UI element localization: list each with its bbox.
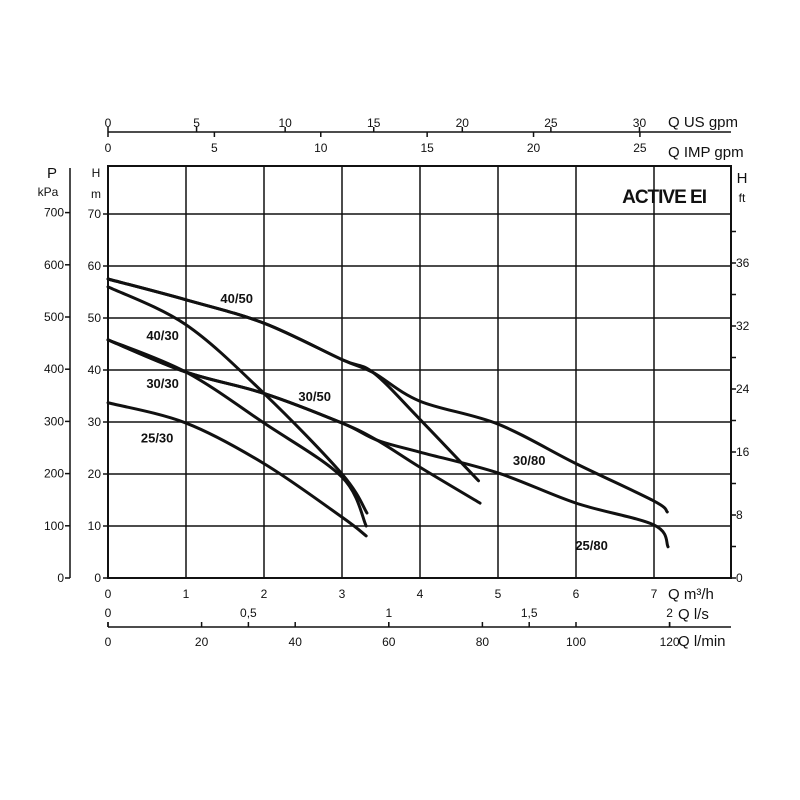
- curve-25-80: [106, 338, 670, 549]
- grid: [107, 165, 732, 579]
- curve-label: 30/50: [298, 389, 331, 404]
- us-gpm-tick-label: 25: [544, 116, 558, 130]
- l-min-tick-label: 20: [195, 635, 209, 649]
- pressure-tick-label: 0: [57, 571, 64, 585]
- curve-25-30: [106, 401, 368, 538]
- l-min-tick-label: 100: [566, 635, 586, 649]
- l-s-axis-label: Q l/s: [678, 606, 709, 623]
- curve-label: 40/50: [220, 291, 253, 306]
- y-tick-label: 50: [88, 311, 102, 325]
- l-min-tick-label: 80: [476, 635, 490, 649]
- y-tick-label: 20: [88, 467, 102, 481]
- y-tick-label: 0: [94, 571, 101, 585]
- curve-30-80: [106, 277, 669, 514]
- us-gpm-tick-label: 15: [367, 116, 381, 130]
- curves: [106, 277, 670, 549]
- x-tick-label: 7: [651, 587, 658, 601]
- feet-tick-label: 8: [736, 508, 743, 522]
- feet-tick-label: 36: [736, 256, 750, 270]
- x-tick-label: 2: [261, 587, 268, 601]
- x-axis-label: Q m³/h: [668, 586, 714, 603]
- imp-gpm-tick-label: 10: [314, 141, 328, 155]
- curve-label: 25/80: [575, 538, 608, 553]
- l-min-axis-label: Q l/min: [678, 633, 726, 650]
- pressure-axis-title: P: [47, 165, 57, 182]
- pressure-tick-label: 100: [44, 519, 64, 533]
- curve-label: 40/30: [146, 328, 179, 343]
- feet-tick-label: 24: [736, 382, 750, 396]
- us-gpm-tick-label: 10: [278, 116, 292, 130]
- imp-gpm-tick-label: 20: [527, 141, 541, 155]
- us-gpm-tick-label: 20: [456, 116, 470, 130]
- imp-gpm-axis-label: Q IMP gpm: [668, 144, 744, 161]
- pressure-tick-label: 200: [44, 467, 64, 481]
- feet-tick-label: 16: [736, 445, 750, 459]
- y-tick-label: 30: [88, 415, 102, 429]
- feet-tick-label: 32: [736, 319, 750, 333]
- y-tick-label: 60: [88, 259, 102, 273]
- axes: 010203040506070Hm0100200300400500600700P…: [38, 114, 750, 650]
- us-gpm-tick-label: 5: [193, 116, 200, 130]
- us-gpm-tick-label: 0: [105, 116, 112, 130]
- l-min-tick-label: 40: [289, 635, 303, 649]
- y-tick-label: 40: [88, 363, 102, 377]
- feet-tick-label: 0: [736, 571, 743, 585]
- l-min-tick-label: 60: [382, 635, 396, 649]
- x-tick-label: 1: [183, 587, 190, 601]
- imp-gpm-tick-label: 5: [211, 141, 218, 155]
- us-gpm-tick-label: 30: [633, 116, 647, 130]
- x-tick-label: 5: [495, 587, 502, 601]
- y-tick-label: 70: [88, 207, 102, 221]
- labels: ACTIVE EI 40/50 30/80 40/30 30/30 30/50 25/80 2…: [141, 187, 708, 553]
- pressure-tick-label: 700: [44, 206, 64, 220]
- x-tick-label: 3: [339, 587, 346, 601]
- l-min-tick-label: 0: [105, 635, 112, 649]
- chart-title: ACTIVE EI: [622, 187, 707, 208]
- imp-gpm-tick-label: 0: [105, 141, 112, 155]
- feet-axis-unit: ft: [739, 191, 746, 205]
- l-s-tick-label: 1: [385, 606, 392, 620]
- y-axis-unit: m: [91, 187, 101, 201]
- l-min-tick-label: 120: [660, 635, 680, 649]
- curve-30-30: [106, 338, 368, 528]
- curve-label: 25/30: [141, 431, 174, 446]
- feet-axis-title: H: [737, 170, 748, 187]
- us-gpm-axis-label: Q US gpm: [668, 114, 738, 131]
- y-tick-label: 10: [88, 519, 102, 533]
- l-s-tick-label: 1,5: [521, 606, 538, 620]
- curve-label: 30/30: [146, 376, 179, 391]
- y-axis-title: H: [92, 166, 101, 180]
- x-tick-label: 4: [417, 587, 424, 601]
- pressure-tick-label: 600: [44, 258, 64, 272]
- x-tick-label: 6: [573, 587, 580, 601]
- pressure-tick-label: 400: [44, 362, 64, 376]
- pressure-tick-label: 500: [44, 310, 64, 324]
- curve-label: 30/80: [513, 453, 546, 468]
- l-s-tick-label: 0,5: [240, 606, 257, 620]
- pressure-tick-label: 300: [44, 414, 64, 428]
- pressure-axis-unit: kPa: [38, 185, 59, 199]
- x-tick-label: 0: [105, 587, 112, 601]
- imp-gpm-tick-label: 25: [633, 141, 647, 155]
- l-s-tick-label: 0: [105, 606, 112, 620]
- imp-gpm-tick-label: 15: [420, 141, 434, 155]
- l-s-tick-label: 2: [666, 606, 673, 620]
